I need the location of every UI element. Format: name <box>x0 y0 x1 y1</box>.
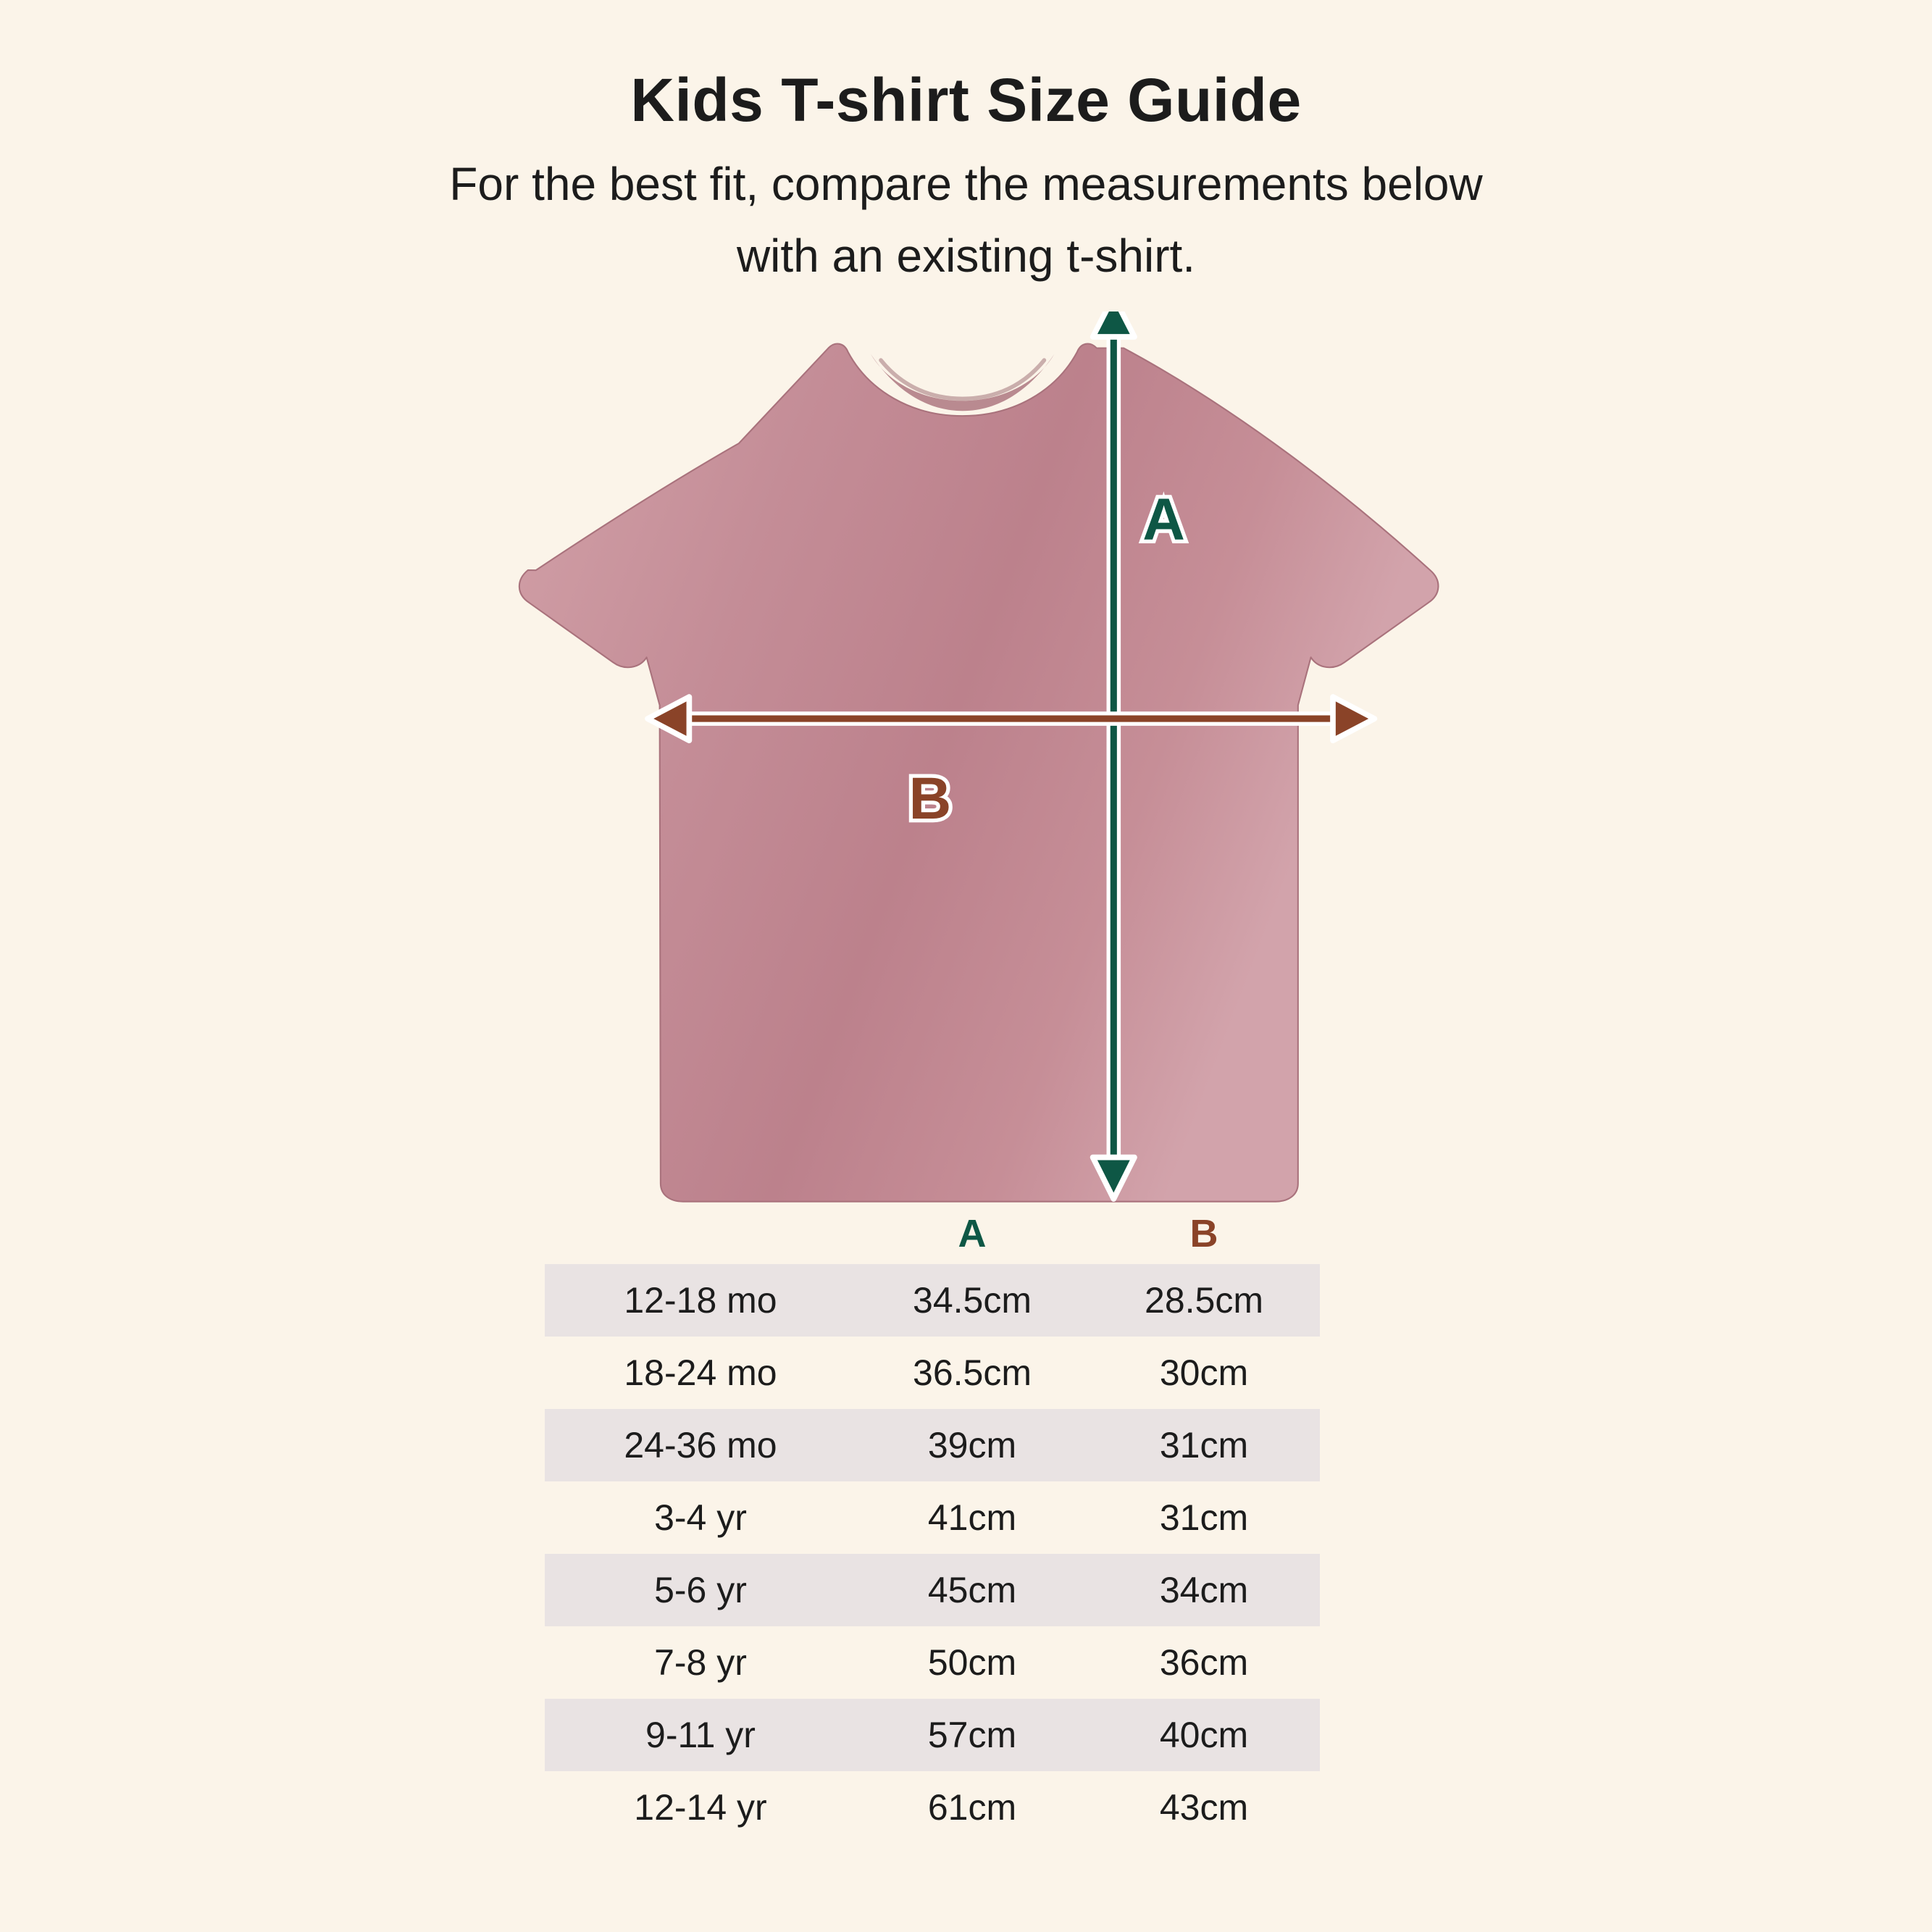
svg-text:A: A <box>1142 488 1185 553</box>
svg-text:B: B <box>909 766 952 832</box>
